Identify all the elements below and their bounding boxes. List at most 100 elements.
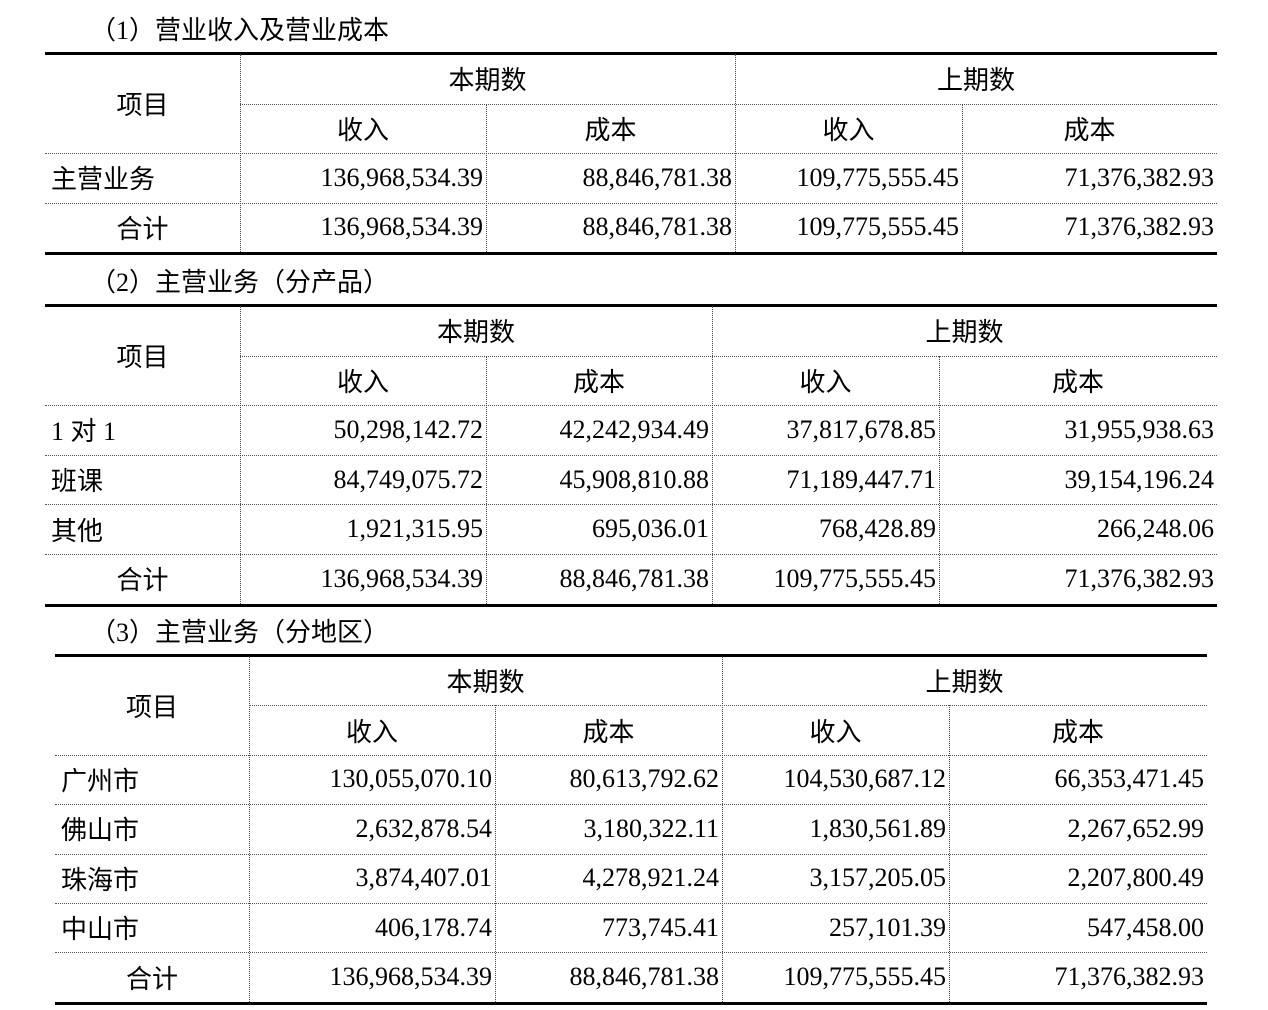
cell-value: 266,248.06 <box>1097 514 1214 544</box>
row-label: 合计 <box>116 214 169 244</box>
header-column: 成本 <box>1051 717 1104 747</box>
header-column: 成本 <box>572 367 625 397</box>
cell-value: 1,830,561.89 <box>809 813 947 843</box>
cell-value: 136,968,534.39 <box>320 212 484 242</box>
cell-value: 547,458.00 <box>1087 912 1204 942</box>
rule <box>55 804 1207 806</box>
header-group: 本期数 <box>446 668 525 698</box>
header-column: 收入 <box>336 115 389 145</box>
column-rule <box>722 656 723 1002</box>
cell-value: 1,921,315.95 <box>346 514 484 544</box>
rule <box>45 153 1217 154</box>
column-rule <box>939 355 940 604</box>
section-title: （1）营业收入及营业成本 <box>90 15 390 45</box>
header-column: 收入 <box>809 717 862 747</box>
header-group: 上期数 <box>936 66 1015 96</box>
row-label: 广州市 <box>61 766 140 796</box>
header-column: 收入 <box>822 115 875 145</box>
rule <box>45 304 1217 307</box>
column-rule <box>249 656 250 1002</box>
rule <box>45 554 1217 555</box>
header-column: 收入 <box>799 367 852 397</box>
cell-value: 88,846,781.38 <box>559 563 710 593</box>
cell-value: 71,376,382.93 <box>1064 212 1215 242</box>
cell-value: 109,775,555.45 <box>796 212 960 242</box>
column-rule <box>486 355 487 604</box>
rule <box>249 705 1207 707</box>
cell-value: 136,968,534.39 <box>329 962 493 992</box>
rule <box>55 903 1207 904</box>
cell-value: 88,846,781.38 <box>582 162 733 192</box>
cell-value: 773,745.41 <box>602 912 719 942</box>
row-label: 佛山市 <box>61 816 140 846</box>
row-label: 珠海市 <box>61 865 140 895</box>
cell-value: 136,968,534.39 <box>320 563 484 593</box>
cell-value: 37,817,678.85 <box>786 414 937 444</box>
section-title: （2）主营业务（分产品） <box>90 267 390 297</box>
cell-value: 2,267,652.99 <box>1067 813 1205 843</box>
cell-value: 257,101.39 <box>829 912 946 942</box>
rule <box>45 52 1217 55</box>
cell-value: 2,632,878.54 <box>355 813 493 843</box>
rule <box>240 103 1217 105</box>
cell-value: 71,376,382.93 <box>1054 962 1205 992</box>
cell-value: 88,846,781.38 <box>582 212 733 242</box>
cell-value: 4,278,921.24 <box>582 863 720 893</box>
cell-value: 3,874,407.01 <box>355 863 493 893</box>
cell-value: 71,376,382.93 <box>1064 563 1215 593</box>
column-rule <box>486 103 487 252</box>
row-label: 班课 <box>51 467 104 497</box>
cell-value: 406,178.74 <box>375 912 492 942</box>
cell-value: 42,242,934.49 <box>559 414 710 444</box>
column-rule <box>735 54 736 252</box>
header-group: 本期数 <box>436 318 515 348</box>
cell-value: 136,968,534.39 <box>320 162 484 192</box>
header-group: 上期数 <box>925 318 1004 348</box>
cell-value: 66,353,471.45 <box>1054 764 1205 794</box>
cell-value: 50,298,142.72 <box>333 414 484 444</box>
column-rule <box>962 103 963 252</box>
cell-value: 88,846,781.38 <box>569 962 720 992</box>
row-label: 1 对 1 <box>51 417 117 447</box>
cell-value: 80,613,792.62 <box>569 764 720 794</box>
rule <box>45 252 1217 255</box>
header-item: 项目 <box>125 692 178 722</box>
rule <box>45 202 1217 204</box>
column-rule <box>240 54 241 252</box>
rule <box>55 853 1207 855</box>
column-rule <box>712 306 713 604</box>
rule <box>55 654 1207 657</box>
header-column: 成本 <box>1063 115 1116 145</box>
row-label: 合计 <box>116 566 169 596</box>
cell-value: 695,036.01 <box>592 514 709 544</box>
header-column: 成本 <box>584 115 637 145</box>
header-column: 收入 <box>345 717 398 747</box>
section-title: （3）主营业务（分地区） <box>90 617 390 647</box>
cell-value: 109,775,555.45 <box>796 162 960 192</box>
cell-value: 3,180,322.11 <box>583 813 719 843</box>
cell-value: 84,749,075.72 <box>333 464 484 494</box>
column-rule <box>240 306 241 604</box>
row-label: 主营业务 <box>51 165 156 195</box>
row-label: 其他 <box>51 516 104 546</box>
header-item: 项目 <box>116 91 169 120</box>
rule <box>45 405 1217 407</box>
cell-value: 45,908,810.88 <box>559 464 710 494</box>
rule <box>240 355 1217 357</box>
column-rule <box>949 705 950 1002</box>
header-group: 上期数 <box>925 668 1004 698</box>
row-label: 合计 <box>125 964 178 994</box>
rule <box>55 1001 1207 1005</box>
row-label: 中山市 <box>61 915 140 945</box>
header-column: 成本 <box>1051 367 1104 397</box>
column-rule <box>495 705 496 1002</box>
rule <box>45 603 1217 607</box>
cell-value: 109,775,555.45 <box>783 962 947 992</box>
cell-value: 104,530,687.12 <box>783 764 947 794</box>
cell-value: 109,775,555.45 <box>773 563 937 593</box>
rule <box>55 754 1207 756</box>
header-column: 成本 <box>582 717 635 747</box>
cell-value: 71,189,447.71 <box>786 464 937 494</box>
cell-value: 31,955,938.63 <box>1064 414 1215 444</box>
